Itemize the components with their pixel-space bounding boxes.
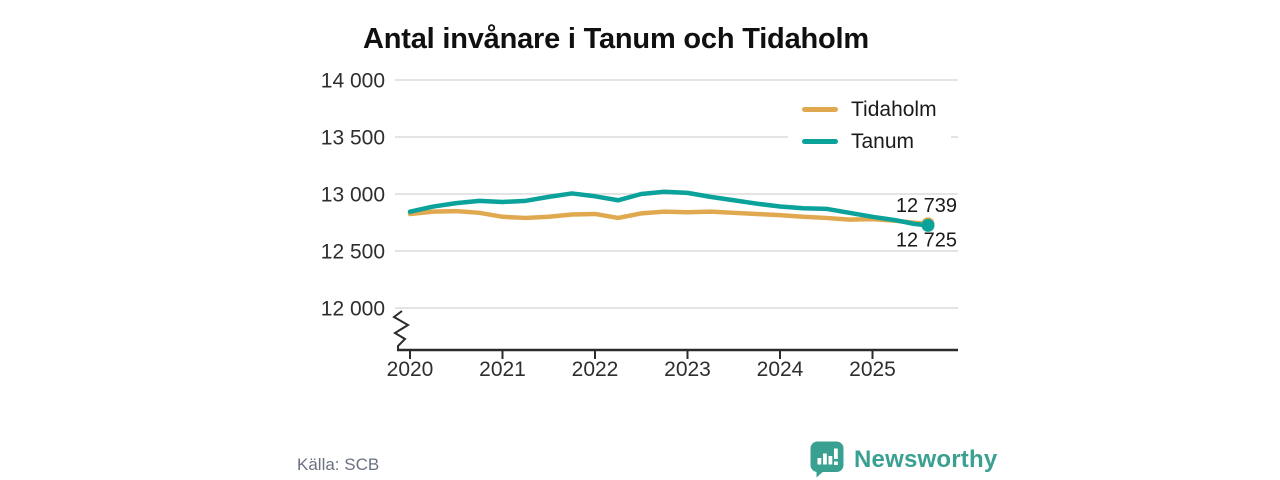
chart-legend: Tidaholm Tanum bbox=[788, 88, 951, 164]
source-note: Källa: SCB bbox=[297, 455, 380, 474]
end-value-label-tanum: 12 725 bbox=[896, 229, 957, 251]
brand: Newsworthy bbox=[810, 441, 997, 478]
legend-swatch-tanum bbox=[802, 138, 838, 144]
y-tick-label: 13 000 bbox=[321, 184, 385, 207]
end-value-label-tidaholm: 12 739 bbox=[896, 195, 957, 217]
legend-swatch-tidaholm bbox=[802, 106, 838, 112]
y-tick-label: 13 500 bbox=[321, 127, 385, 150]
legend-item-tanum: Tanum bbox=[802, 125, 937, 157]
legend-label-tanum: Tanum bbox=[851, 129, 915, 153]
x-tick-label: 2022 bbox=[572, 358, 619, 381]
y-tick-label: 12 500 bbox=[321, 241, 385, 264]
x-tick-label: 2025 bbox=[849, 358, 896, 381]
y-tick-label: 12 000 bbox=[321, 298, 385, 321]
series-line-tidaholm bbox=[407, 208, 931, 227]
series-line-tanum bbox=[407, 189, 931, 228]
chart-title: Antal invånare i Tanum och Tidaholm bbox=[363, 23, 869, 56]
legend-label-tidaholm: Tidaholm bbox=[851, 97, 937, 121]
newsworthy-logo-icon bbox=[810, 441, 844, 478]
x-tick-label: 2023 bbox=[664, 358, 711, 381]
legend-item-tidaholm: Tidaholm bbox=[802, 93, 937, 125]
endpoint-dot-tanum bbox=[921, 218, 935, 232]
x-tick-label: 2024 bbox=[757, 358, 804, 381]
x-tick-label: 2021 bbox=[479, 358, 526, 381]
y-tick-label: 14 000 bbox=[321, 70, 385, 93]
x-tick-label: 2020 bbox=[387, 358, 434, 381]
brand-name: Newsworthy bbox=[854, 445, 998, 473]
axis-break-icon bbox=[392, 310, 410, 350]
